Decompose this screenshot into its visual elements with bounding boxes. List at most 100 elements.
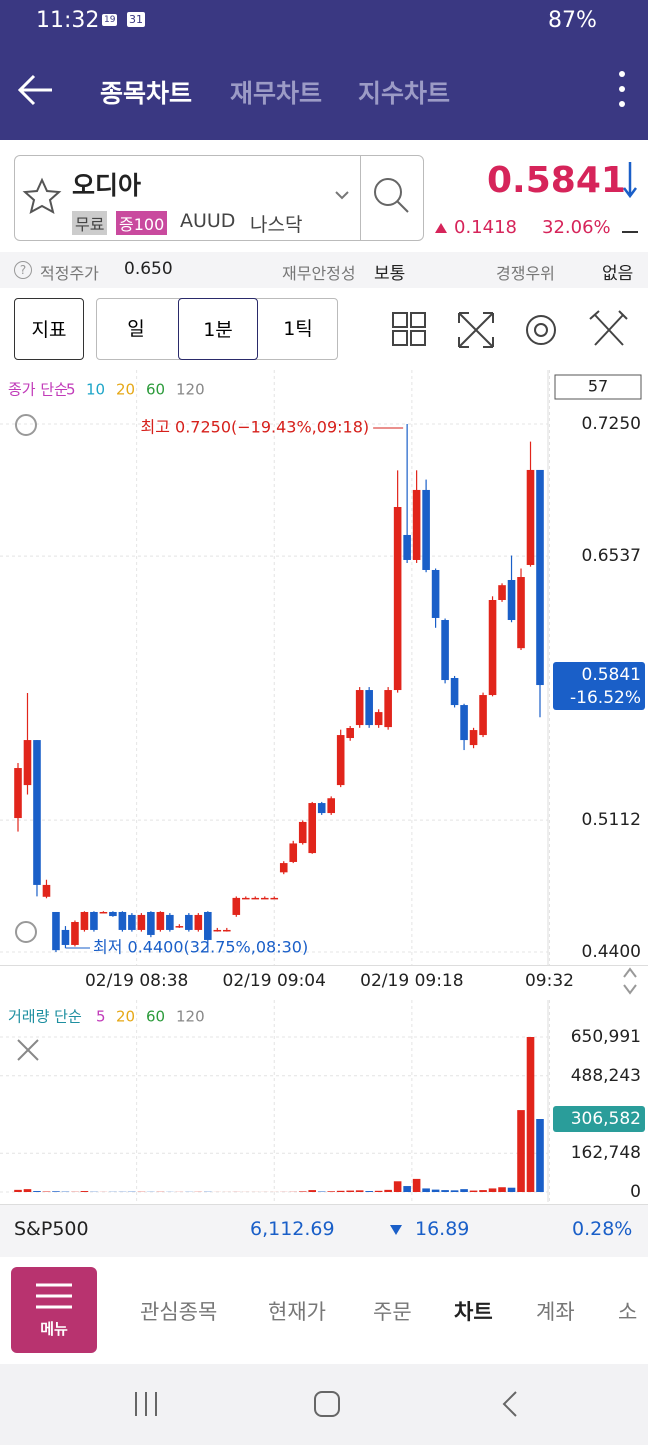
more-icon[interactable] (619, 71, 625, 77)
candle-body (14, 768, 22, 819)
nav-item[interactable]: 현재가 (268, 1300, 326, 1324)
bottom-nav (0, 1258, 648, 1364)
candle-body (441, 620, 449, 681)
info-value: 없음 (602, 264, 634, 284)
home-icon[interactable] (314, 1391, 340, 1417)
volume-bar (412, 1178, 421, 1192)
candle-body (147, 911, 155, 935)
settings-icon[interactable] (526, 315, 556, 345)
change-pct: 32.06% (542, 217, 611, 238)
candle-body (251, 897, 260, 900)
stock-box[interactable] (14, 155, 424, 241)
volume-bar (431, 1189, 440, 1192)
layout-icon[interactable] (392, 312, 408, 328)
info-value: 보통 (374, 264, 406, 284)
menu-button[interactable] (11, 1267, 97, 1353)
candle-body (270, 897, 279, 900)
help-icon[interactable]: ? (14, 261, 32, 279)
candle-body (185, 914, 193, 930)
dropdown-icon (335, 191, 349, 200)
legend-title: 거래량 단순 (8, 1008, 82, 1026)
volume-bar (23, 1189, 32, 1192)
tools-icon[interactable] (589, 310, 628, 346)
volume-bar (384, 1189, 392, 1192)
candle-body (90, 911, 98, 930)
nav-item[interactable]: 관심종목 (140, 1300, 218, 1324)
nav-item[interactable]: 차트 (454, 1300, 493, 1324)
button[interactable]: 1분 (178, 298, 258, 360)
star-icon[interactable] (22, 177, 62, 214)
volume-bar (479, 1190, 487, 1192)
scroll-icon[interactable] (623, 967, 637, 995)
index-value: 6,112.69 (250, 1218, 335, 1240)
candle-body (156, 911, 165, 930)
header-icons (17, 71, 625, 107)
button[interactable]: 일 (127, 318, 145, 340)
recent-icon[interactable] (135, 1392, 157, 1416)
nav-item[interactable]: 계좌 (536, 1300, 575, 1324)
candle-body (346, 728, 354, 739)
candle-body (99, 911, 108, 914)
candle-body (422, 489, 430, 570)
x-tick-label: 02/19 09:04 (223, 971, 326, 991)
nav-item[interactable]: 주문 (373, 1300, 412, 1324)
candle-body (213, 929, 222, 932)
y-tick-label: 488,243 (571, 1066, 641, 1086)
volume-bar (355, 1190, 364, 1192)
candle-body (526, 469, 535, 565)
menu-icon (36, 1283, 72, 1309)
volume-bar (346, 1190, 354, 1192)
candle-body (403, 534, 411, 560)
legend-entry: 120 (176, 381, 205, 399)
tag: 무료 (72, 211, 108, 235)
tab[interactable]: 종목차트 (100, 79, 193, 108)
more-icon (619, 101, 625, 107)
legend-entry: 120 (176, 1008, 205, 1026)
candle-body (384, 690, 392, 728)
volume-bar (469, 1190, 478, 1192)
search-icon[interactable] (374, 178, 402, 206)
candle-body (460, 705, 468, 741)
tab[interactable]: 지수차트 (358, 79, 451, 108)
down-triangle (390, 1225, 402, 1235)
back-nav-icon[interactable] (502, 1391, 517, 1417)
x-tick-label: 02/19 09:18 (360, 971, 463, 991)
volume-bar (33, 1191, 41, 1192)
volume-bar (336, 1190, 345, 1192)
candle-body (298, 821, 307, 844)
candle-body (393, 506, 402, 691)
legend-entry: 20 (116, 381, 135, 399)
info-row (0, 252, 648, 288)
down-arrow (623, 162, 637, 199)
button[interactable]: 1틱 (283, 318, 313, 340)
volume-bar (422, 1188, 430, 1192)
volume-bar (526, 1037, 535, 1192)
price: 0.5841 (487, 160, 626, 201)
zoom-icon[interactable] (15, 921, 37, 943)
volume-bar (14, 1189, 22, 1192)
y-tick-label: 650,991 (571, 1027, 641, 1047)
current-volume: 306,582 (571, 1109, 641, 1129)
current-price-tag (553, 662, 645, 711)
expand-icon[interactable] (458, 312, 494, 348)
status-time: 11:32 (36, 8, 100, 33)
nav-item[interactable]: 소 (618, 1300, 638, 1324)
info-label: 적정주가 (40, 264, 99, 283)
candle-body (450, 677, 459, 706)
layout-icon (410, 312, 426, 328)
count: 57 (588, 377, 608, 396)
zoom-icon[interactable] (15, 414, 37, 436)
close-icon[interactable] (17, 1039, 39, 1061)
button[interactable]: 지표 (14, 298, 84, 360)
candle-body (175, 926, 184, 928)
info-label: 재무안정성 (282, 264, 356, 283)
legend-entry: 5 (66, 381, 76, 399)
volume-bar (507, 1187, 516, 1192)
candle-body (431, 569, 440, 618)
candle-body (260, 897, 269, 900)
y-tick-label: 162,748 (571, 1143, 641, 1163)
candle-body (118, 911, 127, 930)
back-icon[interactable] (17, 74, 52, 106)
tab[interactable]: 재무차트 (230, 79, 323, 108)
